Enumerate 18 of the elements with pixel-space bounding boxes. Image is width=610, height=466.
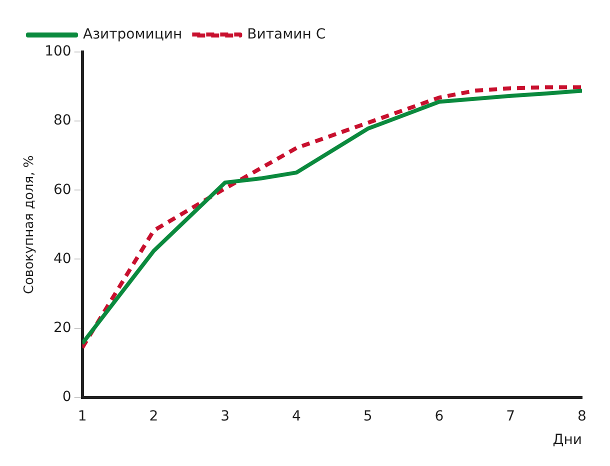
y-tick-label: 60: [53, 182, 72, 198]
x-tick-label: 6: [434, 408, 444, 424]
x-tick-label: 8: [578, 408, 586, 424]
legend-label: Витамин С: [247, 26, 326, 43]
y-axis-title: Совокупная доля, %: [22, 155, 38, 294]
legend-label: Азитромицин: [83, 26, 182, 43]
x-tick-label: 2: [149, 408, 158, 424]
y-tick-label: 80: [53, 112, 72, 129]
x-tick-label: 7: [506, 408, 516, 424]
x-axis-title: Дни: [552, 432, 582, 448]
x-tick-label: 5: [363, 408, 372, 424]
y-tick-label: 0: [62, 389, 72, 406]
x-tick-label: 1: [78, 408, 87, 424]
y-tick-label: 20: [53, 320, 72, 336]
y-tick-label: 100: [44, 44, 72, 60]
x-tick-label: 3: [220, 408, 230, 424]
x-tick-label: 4: [292, 408, 302, 424]
y-tick-label: 40: [53, 250, 72, 267]
